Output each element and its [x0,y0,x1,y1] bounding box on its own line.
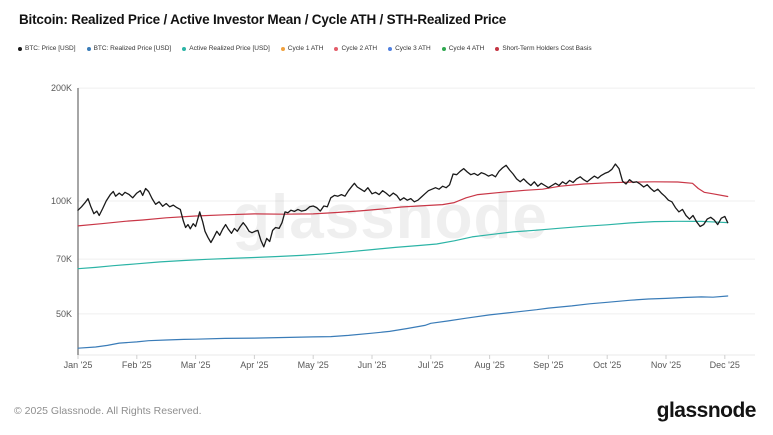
legend-item-short-term-holders-cost-basis[interactable]: Short-Term Holders Cost Basis [495,45,592,52]
y-axis-tick-label: 50K [56,309,72,319]
legend-dot-icon [388,46,393,51]
x-axis-tick-label: Jun '25 [358,360,387,370]
x-axis-tick-label: Oct '25 [593,360,621,370]
x-axis-tick-label: Aug '25 [474,360,504,370]
legend-item-label: Cycle 2 ATH [341,45,378,52]
series-line-btc-price-usd [77,163,729,248]
glassnode-logo: glassnode [656,399,757,422]
series-line-active-realized-price-usd [77,220,729,270]
legend-dot-icon [18,46,22,51]
x-axis-tick-label: Mar '25 [181,360,211,370]
legend-dot-icon [334,46,339,51]
legend-dot-icon [182,46,187,51]
legend-item-label: BTC: Realized Price [USD] [93,45,172,52]
legend-item-label: Short-Term Holders Cost Basis [502,45,592,52]
y-axis-tick-label: 100K [51,196,72,206]
legend-item-active-realized-price-usd[interactable]: Active Realized Price [USD] [182,45,270,52]
x-axis-tick-label: Jan '25 [64,360,93,370]
legend-item-label: BTC: Price [USD] [25,45,76,52]
page-title: Bitcoin: Realized Price / Active Investo… [19,12,507,27]
x-axis-tick-label: Nov '25 [651,360,681,370]
y-axis-tick-label: 200K [51,83,72,93]
x-axis-tick-label: Jul '25 [418,360,444,370]
legend-dot-icon [280,46,285,51]
x-axis-tick-label: Feb '25 [122,360,152,370]
x-axis-tick-label: Apr '25 [240,360,268,370]
x-axis-tick-label: May '25 [298,360,329,370]
x-axis-tick-label: Sep '25 [533,360,563,370]
copyright-text: © 2025 Glassnode. All Rights Reserved. [14,405,202,417]
legend-item-label: Active Realized Price [USD] [189,45,270,52]
legend-item-cycle-1-ath[interactable]: Cycle 1 ATH [280,45,324,52]
chart-legend: BTC: Price [USD] BTC: Realized Price [USD… [18,45,592,52]
legend-item-label: Cycle 4 ATH [448,45,485,52]
legend-item-btc-realized-price-usd[interactable]: BTC: Realized Price [USD] [86,45,172,52]
legend-dot-icon [441,46,446,51]
legend-item-label: Cycle 1 ATH [287,45,324,52]
glassnode-watermark: glassnode [232,183,548,252]
series-line-btc-realized-price-usd [77,295,729,349]
legend-dot-icon [86,46,91,51]
x-axis-tick-label: Dec '25 [710,360,740,370]
series-line-short-term-holders-cost-basis [77,181,729,227]
y-axis-tick-label: 70K [56,254,72,264]
footer: © 2025 Glassnode. All Rights Reserved. g… [0,393,773,429]
legend-item-btc-price-usd[interactable]: BTC: Price [USD] [18,45,76,52]
legend-item-cycle-2-ath[interactable]: Cycle 2 ATH [334,45,377,52]
legend-item-cycle-4-ath[interactable]: Cycle 4 ATH [441,45,485,52]
legend-item-label: Cycle 3 ATH [395,45,431,52]
legend-item-cycle-3-ath[interactable]: Cycle 3 ATH [388,45,431,52]
legend-dot-icon [495,46,500,51]
